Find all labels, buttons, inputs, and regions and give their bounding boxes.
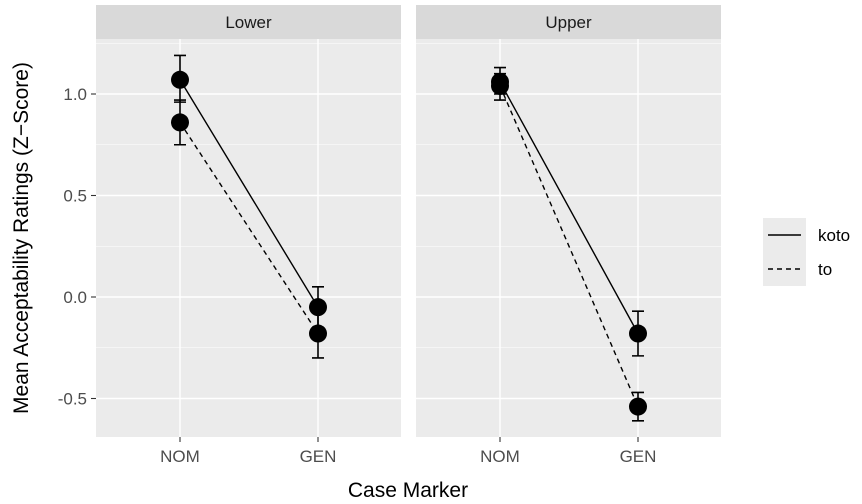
facet-strip xyxy=(416,5,721,39)
y-tick-label: 0.5 xyxy=(63,187,87,206)
data-point-koto-gen xyxy=(629,324,647,343)
legend-item-to: to xyxy=(763,252,832,286)
data-point-to-gen xyxy=(309,324,327,343)
data-point-koto-nom xyxy=(171,70,189,89)
axes-layer: NOM GEN NOM GEN -0.5 0.0 0.5 1.0 xyxy=(58,85,657,466)
panel-background xyxy=(416,39,721,437)
y-axis-title: Mean Acceptability Ratings (Z−Score) xyxy=(10,62,33,414)
panel-background xyxy=(96,39,401,437)
series-line-koto xyxy=(499,81,639,334)
legend: koto to xyxy=(763,218,850,286)
y-tick-label: 1.0 xyxy=(63,85,87,104)
legend-item-koto: koto xyxy=(763,218,850,252)
panel-upper: Upper xyxy=(416,5,721,437)
x-tick-label: NOM xyxy=(480,447,520,466)
data-point-to-gen xyxy=(629,397,647,416)
legend-label: to xyxy=(818,260,832,279)
x-tick-label: GEN xyxy=(300,447,337,466)
y-tick-label: -0.5 xyxy=(58,390,87,409)
data-point-to-nom xyxy=(491,76,509,95)
y-tick-label: 0.0 xyxy=(63,288,87,307)
series-line-koto xyxy=(179,79,319,308)
series-line-to xyxy=(499,85,639,407)
series-to xyxy=(171,99,327,359)
x-tick-label: GEN xyxy=(620,447,657,466)
facet-label: Upper xyxy=(545,13,592,32)
facet-label: Lower xyxy=(225,13,272,32)
data-point-to-nom xyxy=(171,113,189,132)
facet-strip xyxy=(96,5,401,39)
series-to xyxy=(491,72,647,422)
x-axis-title: Case Marker xyxy=(348,479,468,502)
x-tick-label: NOM xyxy=(160,447,200,466)
panels-layer: Lower Upper xyxy=(96,5,721,437)
panel-lower: Lower xyxy=(96,5,401,437)
legend-label: koto xyxy=(818,226,850,245)
series-line-to xyxy=(179,122,319,334)
